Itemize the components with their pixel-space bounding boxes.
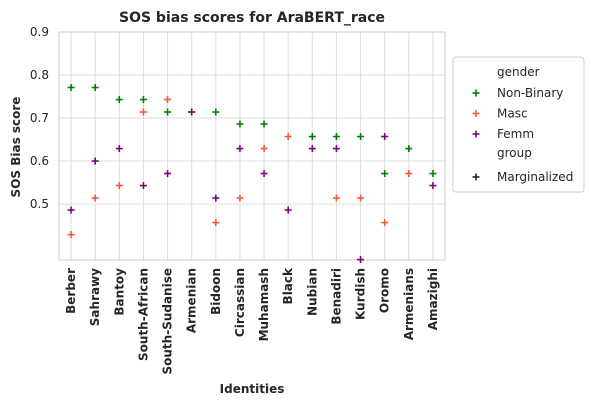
data-point bbox=[212, 194, 220, 202]
legend-marker bbox=[472, 89, 480, 97]
data-point bbox=[405, 145, 413, 153]
x-tick-label: Sahrawy bbox=[88, 268, 102, 326]
data-point bbox=[212, 108, 220, 116]
x-axis-label: Identities bbox=[220, 382, 285, 396]
x-tick-label: Black bbox=[281, 267, 295, 304]
x-ticks: Berber Sahrawy Bantoy South-African South-Su… bbox=[64, 267, 440, 375]
x-tick-label: South-Sudanise bbox=[161, 268, 175, 375]
data-point bbox=[139, 96, 147, 104]
data-point bbox=[284, 133, 292, 141]
data-point bbox=[91, 83, 99, 91]
data-point bbox=[260, 120, 268, 128]
x-tick-label: Amazighi bbox=[426, 268, 440, 330]
legend-frame bbox=[452, 56, 585, 193]
data-point bbox=[381, 219, 389, 227]
legend: gender Non-Binary Masc Femm group Marginal… bbox=[452, 56, 585, 193]
data-point bbox=[381, 170, 389, 178]
legend-entry-label: Non-Binary bbox=[497, 86, 563, 100]
y-tick-label: 0.7 bbox=[30, 111, 49, 125]
data-point bbox=[139, 182, 147, 190]
y-tick-label: 0.5 bbox=[30, 197, 49, 211]
data-point bbox=[115, 96, 123, 104]
y-tick-label: 0.8 bbox=[30, 68, 49, 82]
y-tick-label: 0.6 bbox=[30, 154, 49, 168]
x-tick-label: Nubian bbox=[305, 268, 319, 316]
legend-marker bbox=[472, 173, 480, 181]
data-point bbox=[405, 170, 413, 178]
legend-entries: Non-Binary Masc Femm bbox=[472, 86, 563, 141]
y-axis-label: SOS Bias score bbox=[9, 97, 23, 198]
data-point bbox=[260, 145, 268, 153]
plot-frame bbox=[58, 31, 446, 261]
data-point bbox=[357, 133, 365, 141]
legend-title-group: group bbox=[497, 146, 532, 160]
legend-entry-label: Marginalized bbox=[497, 170, 573, 184]
data-point bbox=[236, 120, 244, 128]
data-point bbox=[139, 108, 147, 116]
chart-title: SOS bias scores for AraBERT_race bbox=[119, 10, 385, 26]
data-point bbox=[115, 182, 123, 190]
data-point bbox=[332, 194, 340, 202]
y-tick-label: 0.9 bbox=[30, 25, 49, 39]
data-point bbox=[357, 194, 365, 202]
data-point bbox=[284, 206, 292, 214]
x-tick-label: Oromo bbox=[378, 268, 392, 313]
data-point bbox=[164, 108, 172, 116]
legend-entry-label: Masc bbox=[497, 107, 528, 121]
legend-marker bbox=[472, 110, 480, 117]
data-point bbox=[115, 145, 123, 153]
x-tick-label: Berber bbox=[64, 268, 78, 314]
data-point bbox=[67, 231, 75, 239]
x-tick-label: Bidoon bbox=[209, 268, 223, 315]
data-point bbox=[429, 182, 437, 190]
x-tick-label: South-African bbox=[136, 268, 150, 361]
x-tick-label: Armenian bbox=[185, 268, 199, 333]
data-point bbox=[357, 256, 365, 264]
legend-marker bbox=[472, 130, 480, 138]
data-point bbox=[164, 170, 172, 178]
legend-entry-label: Femm bbox=[497, 127, 534, 141]
data-point bbox=[91, 194, 99, 202]
x-tick-label: Armenians bbox=[402, 268, 416, 340]
x-tick-label: Benadiri bbox=[329, 268, 343, 325]
data-points bbox=[67, 83, 437, 264]
legend-title-gender: gender bbox=[497, 65, 540, 79]
data-point bbox=[67, 83, 75, 91]
y-ticks: 0.5 0.6 0.7 0.8 0.9 bbox=[30, 25, 49, 211]
x-tick-label: Bantoy bbox=[112, 268, 126, 316]
data-point bbox=[308, 133, 316, 141]
data-point bbox=[188, 108, 196, 116]
data-point bbox=[381, 133, 389, 141]
data-point bbox=[236, 145, 244, 153]
data-point bbox=[164, 96, 172, 104]
data-point bbox=[332, 145, 340, 153]
data-point bbox=[91, 157, 99, 165]
data-point bbox=[236, 194, 244, 202]
legend-group-entries: Marginalized bbox=[472, 170, 573, 184]
data-point bbox=[212, 219, 220, 227]
data-point bbox=[429, 170, 437, 178]
x-tick-label: Muhamash bbox=[257, 268, 271, 341]
data-point bbox=[308, 145, 316, 153]
data-point bbox=[260, 170, 268, 178]
x-tick-label: Kurdish bbox=[354, 268, 368, 320]
x-tick-label: Circassian bbox=[233, 268, 247, 337]
data-point bbox=[332, 133, 340, 141]
data-point bbox=[67, 206, 75, 214]
